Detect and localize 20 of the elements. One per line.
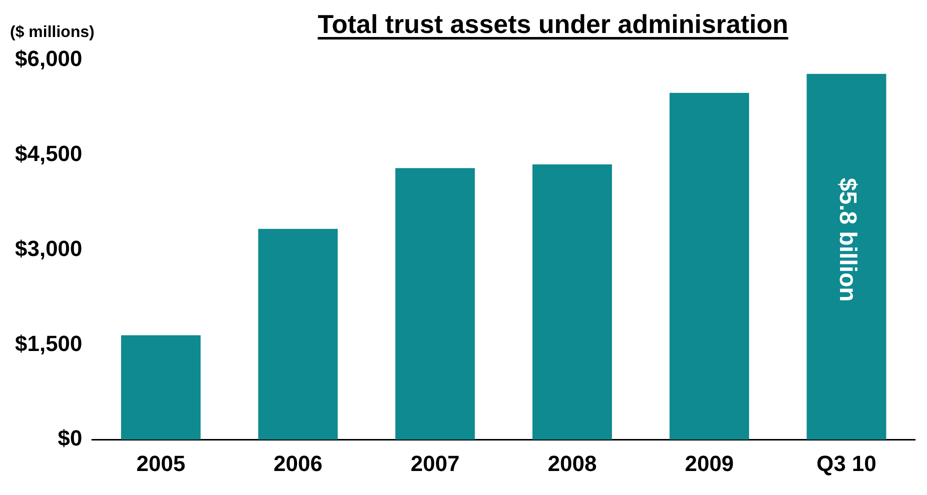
x-tick-label: 2009 — [684, 450, 734, 476]
bar — [806, 74, 886, 440]
x-tick-label: 2008 — [548, 450, 597, 476]
y-axis-title: ($ millions) — [10, 24, 94, 41]
y-tick-label: $3,000 — [14, 236, 82, 261]
x-tick-label: Q3 10 — [816, 450, 876, 476]
y-tick-label: $4,500 — [14, 140, 82, 166]
bar — [532, 164, 612, 440]
y-tick-label: $6,000 — [14, 46, 82, 72]
y-tick-label: $1,500 — [14, 330, 82, 356]
x-tick-label: 2005 — [136, 450, 186, 476]
bar — [395, 168, 475, 440]
y-tick-label: $0 — [58, 426, 82, 451]
x-tick-label: 2006 — [273, 450, 322, 476]
annotation: $5.8 billion — [834, 178, 861, 302]
bar — [258, 228, 338, 440]
bar — [121, 335, 201, 440]
bar — [670, 92, 750, 440]
chart-title: Total trust assets under adminisration — [318, 9, 788, 39]
x-tick-label: 2007 — [410, 450, 460, 476]
